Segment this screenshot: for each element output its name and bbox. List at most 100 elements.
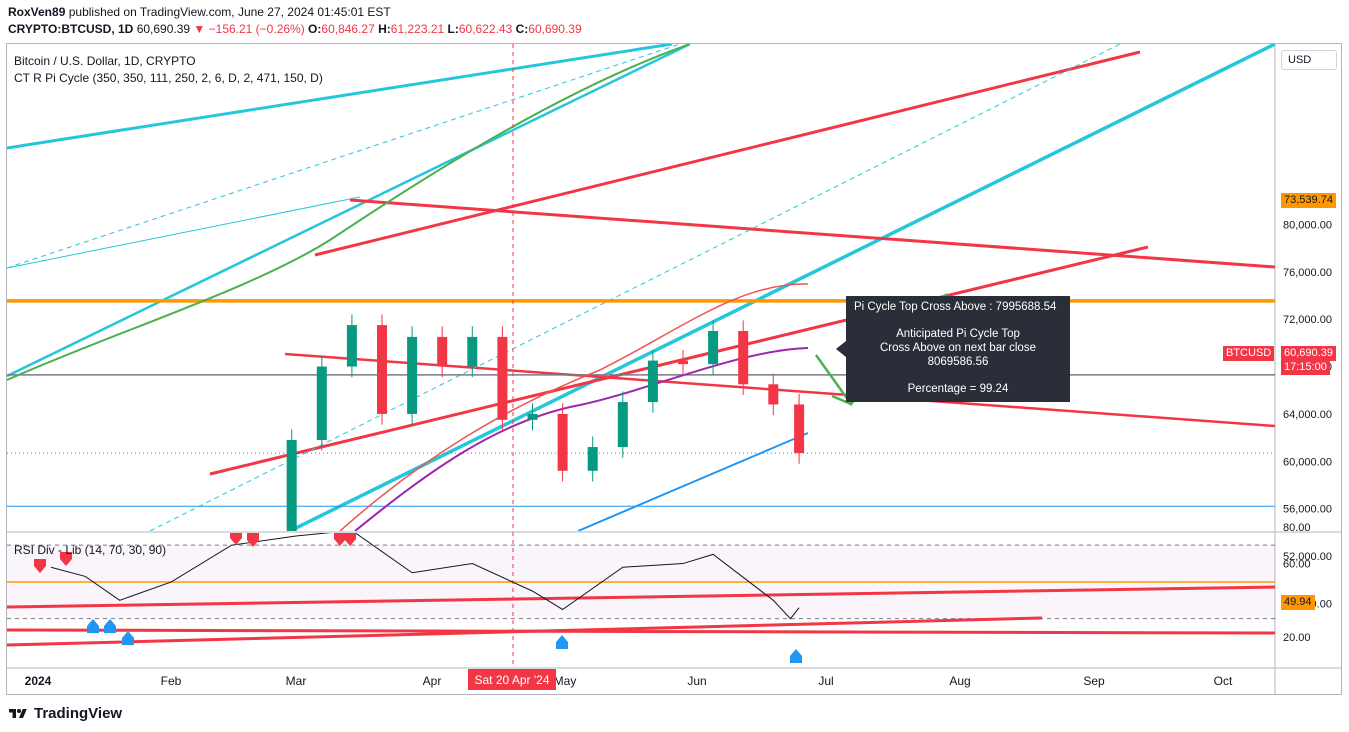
cyan-channel-lower (289, 44, 1275, 531)
tooltip-line-3: Cross Above on next bar close (880, 342, 1036, 354)
cyan-channel-mid (7, 44, 691, 378)
candle-body (617, 402, 628, 448)
crosshair-date-tag: Sat 20 Apr '24 (468, 669, 556, 690)
rsi-bearish-marker (344, 533, 356, 546)
rsi-bullish-marker (790, 649, 802, 663)
countdown-tag: 17:15:00 (1281, 360, 1330, 375)
candle-body (738, 330, 749, 385)
candle-body (557, 413, 568, 471)
pi-cycle-legend[interactable]: CT R Pi Cycle (350, 350, 111, 250, 2, 6,… (14, 71, 323, 85)
time-tick-label: Feb (161, 674, 182, 688)
candle-body (768, 384, 779, 405)
price-tick-label: 64,000.00 (1283, 409, 1332, 421)
ohlc-line: CRYPTO:BTCUSD, 1D 60,690.39 ▼ −156.21 (−… (8, 22, 582, 36)
price-tick-label: 80,000.00 (1283, 219, 1332, 231)
red-trend-upper (314, 50, 1141, 257)
rsi-bearish-marker (34, 559, 46, 573)
rsi-line (50, 533, 800, 620)
red-trend-lower (284, 352, 1275, 428)
time-tick-label: Aug (949, 674, 970, 688)
rsi-red-trend-lower (7, 628, 1275, 635)
tooltip-line-5: Percentage = 99.24 (907, 383, 1009, 395)
rsi-bearish-marker (230, 533, 242, 545)
candle-body (708, 330, 719, 365)
time-tick-label: 2024 (25, 674, 52, 688)
candle-body (407, 336, 418, 414)
candle-body (377, 325, 387, 414)
candle-body (286, 439, 297, 531)
time-tick-label: Jul (818, 674, 833, 688)
candle-body (527, 413, 538, 420)
main-series-legend[interactable]: Bitcoin / U.S. Dollar, 1D, CRYPTO (14, 54, 196, 68)
red-trend-rising (209, 245, 1149, 476)
high-label: H: (378, 22, 391, 36)
candle-body (437, 336, 448, 367)
symbol-label: CRYPTO:BTCUSD, 1D (8, 22, 134, 36)
rsi-legend[interactable]: RSI Div - Lib (14, 70, 30, 90) (14, 543, 167, 557)
rsi-bullish-marker (87, 619, 99, 633)
open-label: O: (308, 22, 322, 36)
open-value: 60,846.27 (321, 22, 375, 36)
purple-ma-line (354, 347, 809, 531)
candle-body (346, 325, 357, 367)
time-tick-label: Jun (687, 674, 706, 688)
time-tick-label: May (554, 674, 577, 688)
time-tick-label: Mar (286, 674, 307, 688)
cyan-channel-upper (7, 44, 673, 150)
time-tick-label: Apr (423, 674, 442, 688)
tooltip-pointer (836, 341, 846, 357)
rsi-bullish-marker (104, 619, 116, 633)
time-tick-label: Oct (1214, 674, 1233, 688)
btc-symbol-tag: BTCUSD (1223, 346, 1275, 361)
blue-trend-line (577, 432, 809, 531)
price-tick-label: 76,000.00 (1283, 267, 1332, 279)
cyan-dashed-lower (149, 44, 1121, 531)
candle-body (497, 336, 508, 420)
candle-body (467, 336, 478, 367)
green-ma-line (7, 44, 691, 381)
low-value: 60,622.43 (458, 22, 513, 36)
publish-info: RoxVen89 published on TradingView.com, J… (8, 5, 391, 19)
rsi-red-trend-upper (7, 585, 1275, 609)
price-change: ▼ −156.21 (−0.26%) (193, 22, 305, 36)
btc-price-tag: 60,690.39 (1281, 346, 1336, 361)
cyan-dashed-upper (7, 44, 681, 269)
close-value: 60,690.39 (528, 22, 582, 36)
tradingview-logo-icon (9, 708, 27, 718)
rsi-pane (7, 533, 1275, 663)
currency-button[interactable]: USD (1281, 50, 1337, 70)
rsi-tick-label: 60.00 (1283, 559, 1311, 571)
published-text: published on TradingView.com, June 27, 2… (68, 5, 391, 19)
candle-body (587, 447, 598, 471)
price-tick-label: 56,000.00 (1283, 504, 1332, 516)
rsi-tick-label: 80.00 (1283, 522, 1311, 534)
low-label: L: (447, 22, 459, 36)
candle-body (678, 360, 688, 365)
price-tick-label: 60,000.00 (1283, 456, 1332, 468)
rsi-bearish-marker (60, 552, 72, 566)
candle-body (647, 360, 658, 403)
rsi-bullish-marker (556, 635, 568, 649)
cyan-dashed-1 (7, 196, 361, 269)
red-trend-descending (349, 198, 1275, 269)
publisher-name[interactable]: RoxVen89 (8, 5, 66, 19)
price-tick-label: 72,000.00 (1283, 314, 1332, 326)
tooltip-line-4: 8069586.56 (927, 356, 989, 368)
close-label: C: (515, 22, 529, 36)
price-tick-label: 52,000.00 (1283, 551, 1332, 563)
tooltip-line-2: Anticipated Pi Cycle Top (896, 328, 1020, 340)
tradingview-logo[interactable]: TradingView (8, 705, 122, 722)
pi-cycle-tooltip: Pi Cycle Top Cross Above : 7995688.54 An… (846, 296, 1070, 402)
red-ma-line (339, 283, 809, 531)
orange-level-tag: 73,539.74 (1281, 193, 1336, 208)
last-price: 60,690.39 (136, 22, 191, 36)
tooltip-line-1: Pi Cycle Top Cross Above : 7995688.54 (854, 301, 1057, 313)
rsi-level-tag: 49.94 (1281, 595, 1315, 610)
tradingview-wordmark: TradingView (34, 705, 123, 722)
rsi-bearish-marker (247, 533, 259, 547)
main-pane (7, 44, 1275, 531)
rsi-bullish-marker (122, 631, 134, 645)
rsi-bearish-marker (334, 533, 346, 546)
high-value: 61,223.21 (390, 22, 445, 36)
